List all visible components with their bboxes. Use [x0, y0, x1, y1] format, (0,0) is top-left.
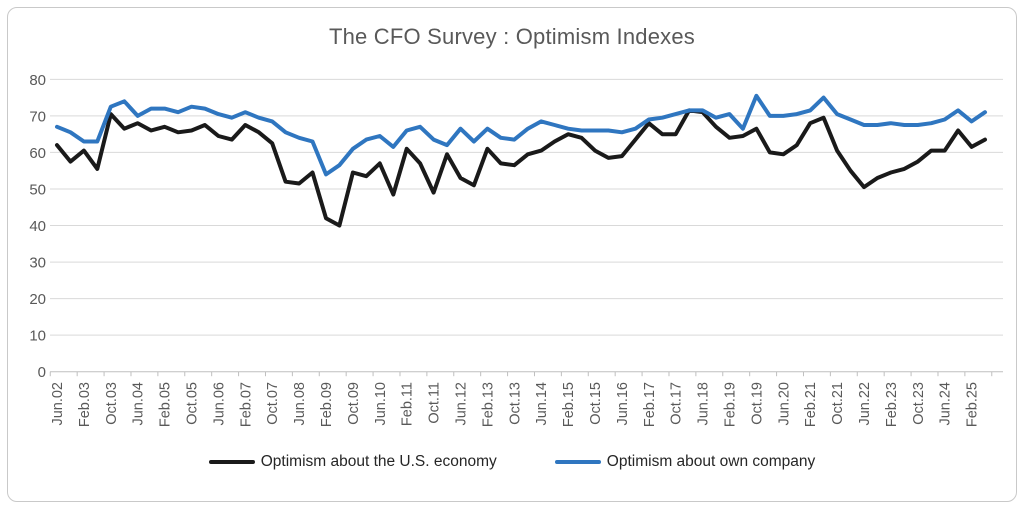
x-tick-label: Jun.14	[534, 382, 550, 426]
y-tick-label: 60	[29, 145, 46, 162]
x-tick-label: Feb.03	[77, 382, 93, 427]
x-tick-label: Feb.19	[723, 382, 739, 427]
economy-series-line	[55, 108, 987, 228]
x-tick-label: Feb.15	[561, 382, 577, 427]
x-tick-label: Jun.16	[615, 382, 631, 426]
y-tick-label: 40	[29, 218, 46, 235]
x-tick-label: Oct.17	[669, 382, 685, 425]
y-tick-label: 0	[38, 364, 46, 381]
x-tick-label: Jun.04	[131, 382, 147, 426]
y-tick-label: 70	[29, 108, 46, 125]
x-tick-label: Feb.07	[238, 382, 254, 427]
chart-title: The CFO Survey : Optimism Indexes	[328, 24, 696, 49]
y-tick-label: 10	[29, 328, 46, 345]
x-tick-label: Oct.19	[749, 382, 765, 425]
x-tick-label: Oct.07	[265, 382, 281, 425]
chart-border-frame	[7, 7, 1017, 502]
x-tick-label: Jun.12	[454, 382, 470, 426]
x-tick-label: Jun.24	[938, 382, 954, 426]
x-axis-ticks	[49, 371, 993, 377]
legend: Optimism about the U.S. economy Optimism…	[0, 453, 1024, 471]
x-tick-label: Feb.25	[965, 382, 981, 427]
company-line-swatch-icon	[554, 459, 601, 465]
x-tick-label: Jun.06	[211, 382, 227, 426]
x-tick-label: Feb.09	[319, 382, 335, 427]
x-tick-label: Feb.21	[803, 382, 819, 427]
x-tick-label: Oct.15	[588, 382, 604, 425]
x-tick-label: Jun.10	[373, 382, 389, 426]
x-tick-label: Feb.05	[158, 382, 174, 427]
x-tick-label: Feb.11	[400, 382, 416, 426]
y-tick-label: 80	[29, 72, 46, 89]
legend-item-us-economy: Optimism about the U.S. economy	[208, 453, 497, 471]
x-tick-label: Feb.17	[642, 382, 658, 427]
x-tick-label: Feb.23	[884, 382, 900, 427]
y-tick-label: 20	[29, 291, 46, 308]
x-tick-label: Jun.22	[857, 382, 873, 426]
legend-item-own-company: Optimism about own company	[554, 453, 816, 471]
economy-line-swatch-icon	[208, 459, 255, 465]
x-tick-label: Oct.03	[104, 382, 120, 425]
x-tick-label: Jun.02	[50, 382, 66, 426]
x-tick-label: Oct.13	[507, 382, 523, 425]
x-tick-label: Oct.05	[185, 382, 201, 425]
x-tick-label: Jun.20	[776, 382, 792, 426]
x-tick-label: Jun.18	[696, 382, 712, 426]
y-axis-labels: 0 10 20 30 40 50 60 70 80	[29, 72, 46, 381]
x-tick-label: Jun.08	[292, 382, 308, 426]
x-tick-label: Oct.21	[830, 382, 846, 425]
y-tick-label: 50	[29, 181, 46, 198]
legend-label-company: Optimism about own company	[606, 453, 816, 470]
x-tick-label: Oct.09	[346, 382, 362, 425]
x-tick-label: Oct.23	[911, 382, 927, 425]
x-axis-labels: Jun.02 Feb.03 Oct.03 Jun.04 Feb.05 Oct.05 Jun.…	[50, 382, 981, 427]
legend-label-economy: Optimism about the U.S. economy	[260, 453, 497, 470]
gridlines	[50, 78, 1003, 373]
x-tick-label: Oct.11	[427, 382, 443, 424]
company-series-line	[55, 93, 987, 177]
y-tick-label: 30	[29, 255, 46, 272]
x-tick-label: Feb.13	[480, 382, 496, 427]
